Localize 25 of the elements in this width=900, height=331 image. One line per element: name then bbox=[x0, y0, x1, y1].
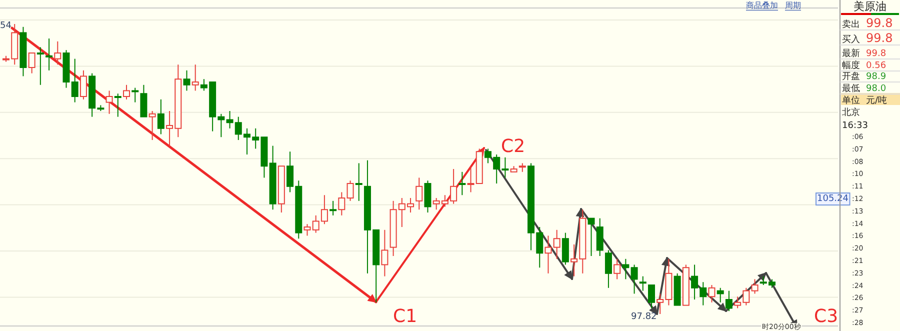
text: 98.0 bbox=[866, 84, 886, 94]
text: 买入 bbox=[842, 34, 860, 45]
text: 最低 bbox=[842, 83, 860, 94]
text: 开盘 bbox=[842, 71, 860, 82]
text: 周期 bbox=[785, 1, 801, 10]
text: 北京 bbox=[842, 107, 860, 118]
text: 幅度 bbox=[842, 60, 860, 71]
text: 105.24 bbox=[817, 194, 849, 204]
text: 99.8 bbox=[866, 49, 886, 59]
text: 商品叠加 bbox=[746, 1, 778, 10]
text: 元/吨 bbox=[866, 95, 888, 106]
text: 卖出 bbox=[842, 19, 860, 30]
text: 0.56 bbox=[866, 61, 886, 71]
annotation: 54 bbox=[0, 21, 12, 31]
text: 98.9 bbox=[866, 72, 886, 82]
text: 99.8 bbox=[866, 16, 893, 30]
text: 最新 bbox=[842, 48, 860, 59]
text: C3 bbox=[814, 306, 838, 327]
annotation: C1 bbox=[393, 306, 418, 327]
annotation: C2 bbox=[501, 136, 526, 157]
annotation: 97.82 bbox=[631, 312, 657, 322]
text: 99.8 bbox=[866, 31, 893, 45]
text: 美原油 bbox=[854, 0, 886, 13]
text: 单位 bbox=[842, 95, 860, 106]
text: 16:33 bbox=[842, 121, 868, 131]
